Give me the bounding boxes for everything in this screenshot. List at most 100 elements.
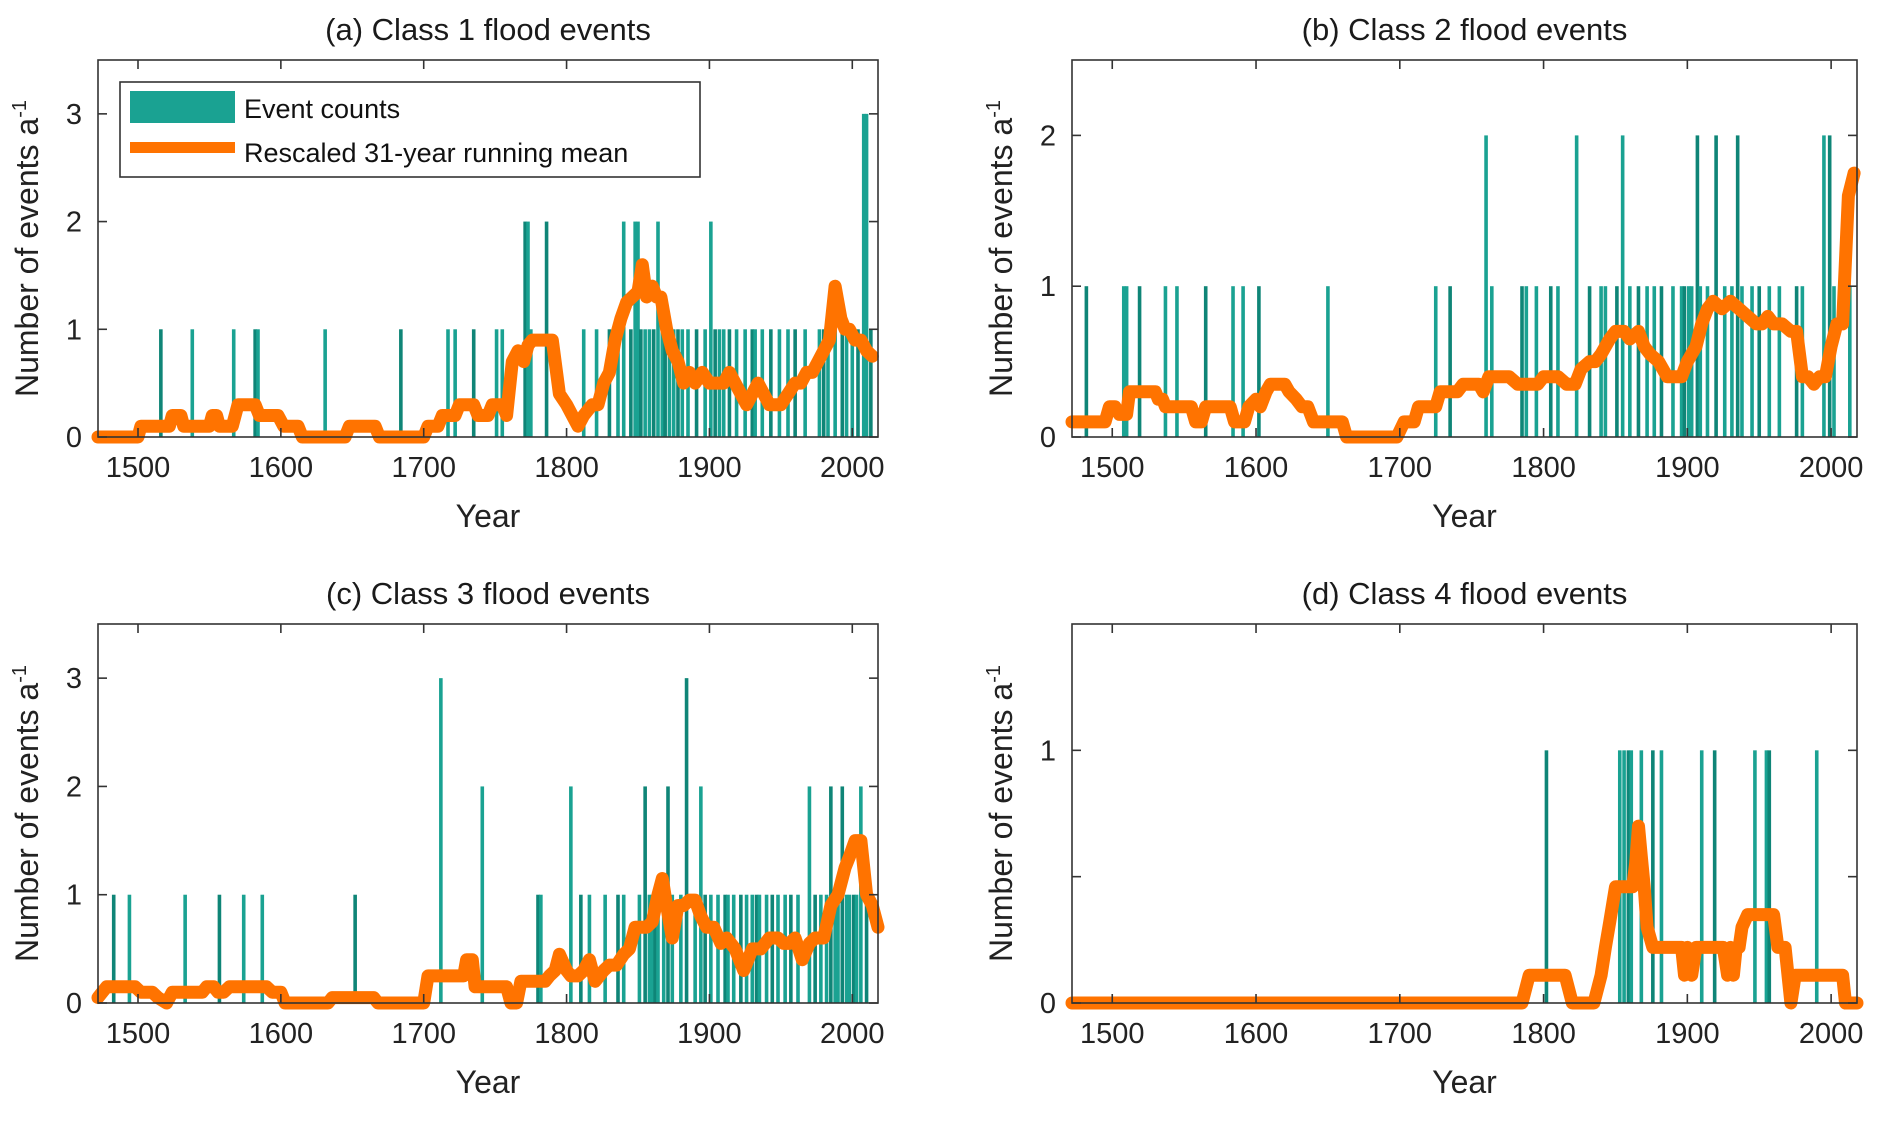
y-axis-label-text: Number of events a: [9, 118, 45, 397]
y-axis-label-superscript: -1: [983, 100, 1005, 118]
bar: [1121, 286, 1126, 437]
bar: [1622, 750, 1626, 1003]
axes-frame: [1071, 59, 1858, 438]
bar: [1645, 286, 1649, 437]
bar: [587, 894, 592, 1003]
bar: [111, 894, 116, 1003]
bar: [869, 329, 873, 437]
bar: [1814, 750, 1819, 1003]
bar: [840, 329, 845, 437]
bar: [1651, 750, 1655, 1003]
bar: [1822, 135, 1826, 437]
bar: [1084, 286, 1089, 437]
y-tick-label: 1: [1040, 735, 1056, 767]
bar: [1712, 750, 1717, 1003]
x-tick-label: 1600: [1224, 1018, 1289, 1050]
bar: [1705, 286, 1710, 437]
bar: [494, 329, 499, 437]
bar: [844, 329, 849, 437]
y-axis-label: Number of events a-1: [983, 665, 1019, 962]
bar: [1326, 286, 1330, 437]
bar: [807, 786, 812, 1003]
bar: [603, 894, 607, 1003]
y-axis-label: Number of events a-1: [9, 100, 45, 397]
bar: [616, 329, 620, 437]
bar: [851, 894, 856, 1003]
bar: [817, 329, 822, 437]
bar: [594, 329, 599, 437]
bar: [770, 894, 775, 1003]
bar: [709, 221, 713, 437]
x-tick-label: 1600: [249, 452, 314, 484]
bar: [629, 329, 633, 437]
bar: [819, 894, 823, 1003]
bar: [544, 221, 549, 437]
y-axis-label-superscript: -1: [9, 100, 31, 118]
y-axis-label-text: Number of events a: [983, 118, 1019, 397]
bar: [127, 894, 132, 1003]
bar: [743, 329, 747, 437]
y-axis-label-superscript: -1: [983, 665, 1005, 683]
bar: [643, 329, 647, 437]
bar: [569, 786, 573, 1003]
x-tick-label: 1800: [1511, 1018, 1576, 1050]
bar: [826, 329, 830, 437]
bar: [446, 329, 450, 437]
running-mean-line: [91, 834, 885, 1010]
chart-title: (d) Class 4 flood events: [1302, 576, 1628, 611]
bar: [1231, 286, 1235, 437]
bar: [1574, 135, 1579, 437]
axes-frame: [97, 623, 879, 1004]
x-tick-label: 1500: [1080, 1018, 1145, 1050]
bar: [1722, 286, 1727, 437]
bar: [1730, 286, 1734, 437]
bar: [1484, 135, 1488, 437]
x-tick-label: 1600: [249, 1018, 314, 1050]
x-tick-label: 2000: [1799, 452, 1864, 484]
bar: [1603, 286, 1608, 437]
bar: [1556, 286, 1560, 437]
bar: [679, 894, 683, 1003]
x-tick-label: 1900: [1655, 452, 1720, 484]
bar: [1699, 750, 1704, 1003]
bar: [241, 894, 246, 1003]
bar: [581, 329, 586, 437]
y-tick-label: 0: [66, 988, 82, 1020]
bar: [1767, 750, 1772, 1003]
bar: [671, 329, 676, 437]
bar: [399, 329, 403, 437]
bar: [1827, 135, 1832, 437]
bar: [1524, 286, 1529, 437]
bar: [850, 329, 855, 437]
bar: [1750, 286, 1754, 437]
bar: [864, 894, 869, 1003]
x-axis-label: Year: [1432, 1064, 1497, 1100]
x-tick-label: 1800: [1511, 452, 1576, 484]
bar: [813, 894, 817, 1003]
x-tick-label: 1800: [534, 452, 599, 484]
y-axis-label-text: Number of events a: [9, 683, 45, 962]
bar: [854, 894, 859, 1003]
bar: [693, 894, 697, 1003]
x-tick-label: 1900: [677, 452, 742, 484]
y-tick-label: 2: [1040, 120, 1056, 152]
bar: [833, 894, 837, 1003]
x-tick-label: 2000: [820, 452, 885, 484]
bar: [190, 329, 195, 437]
x-tick-label: 1700: [391, 452, 456, 484]
bar: [653, 894, 657, 1003]
bar: [439, 678, 443, 1003]
bar: [670, 894, 675, 1003]
x-tick-label: 1700: [1368, 1018, 1433, 1050]
bar: [1777, 286, 1782, 437]
bar: [824, 894, 829, 1003]
bar: [1548, 286, 1553, 437]
bar: [650, 894, 655, 1003]
legend-patch-event-counts: [130, 91, 235, 123]
legend-label-event-counts: Event counts: [244, 94, 400, 124]
chart-title: (b) Class 2 flood events: [1302, 12, 1628, 47]
bar: [1490, 286, 1494, 437]
bar: [539, 894, 543, 1003]
bar: [526, 221, 530, 437]
